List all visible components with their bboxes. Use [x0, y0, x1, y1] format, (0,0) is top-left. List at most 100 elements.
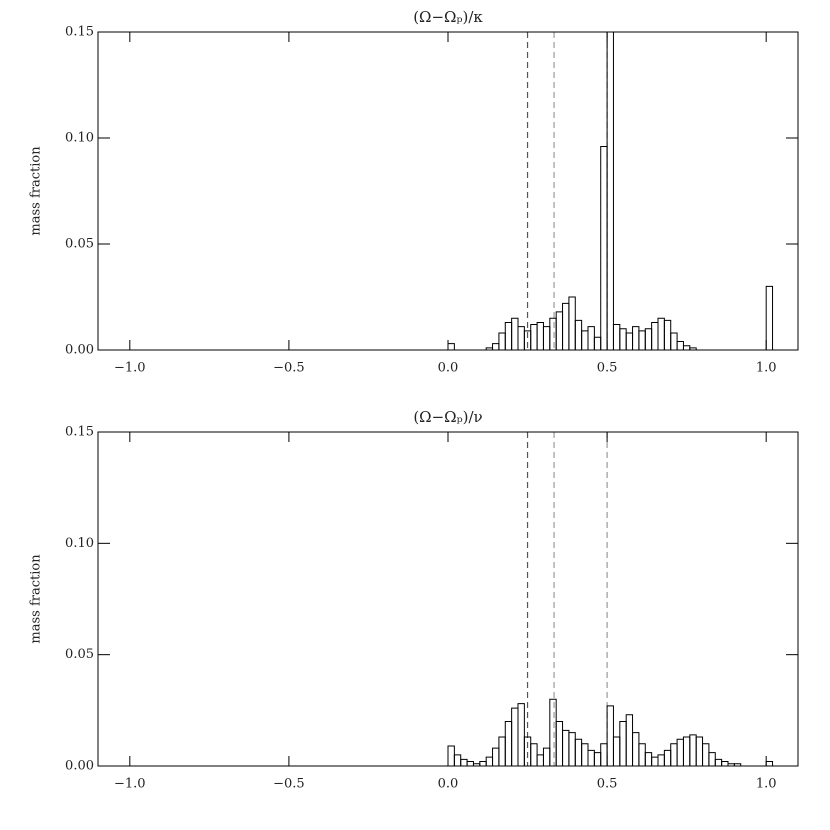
y-tick-label: 0.00: [65, 759, 94, 774]
histogram-bin: [644, 752, 653, 766]
histogram-bin: [632, 326, 640, 350]
histogram-bin: [587, 326, 595, 350]
histogram-bin: [498, 332, 506, 350]
histogram-bin: [612, 324, 621, 350]
histogram-bin: [530, 324, 538, 350]
histogram-bin: [492, 747, 500, 766]
histogram-bin: [670, 743, 678, 766]
histogram-bin: [568, 732, 576, 766]
histogram-bin: [682, 736, 691, 766]
y-tick-label: 0.05: [65, 647, 94, 662]
histogram-bin: [504, 321, 513, 350]
histogram-bin: [447, 343, 455, 350]
histogram-bin: [619, 328, 627, 350]
histogram-bin: [689, 734, 697, 766]
histogram-bin: [721, 761, 729, 766]
histogram-bin: [670, 332, 678, 350]
chart-title: (Ω−Ωₚ)/ν: [413, 408, 482, 426]
x-tick-label: 1.0: [756, 361, 777, 376]
histogram-bin: [517, 703, 525, 766]
histogram-bin: [555, 311, 564, 350]
plot-area: [447, 432, 774, 766]
histogram-bin: [714, 758, 723, 766]
histogram-bin: [612, 736, 621, 766]
histogram-bin: [453, 754, 462, 766]
histogram-bin: [581, 743, 589, 766]
histogram-bin: [625, 714, 634, 766]
histogram-bin: [708, 752, 716, 766]
histogram-bin: [542, 747, 551, 766]
histogram-bin: [562, 302, 570, 350]
histogram-bin: [657, 754, 665, 766]
x-tick-label: 0.0: [438, 361, 459, 376]
histogram-bin: [466, 761, 474, 766]
histogram-bin: [492, 343, 500, 350]
histogram-bin: [523, 736, 532, 766]
histogram-bin: [689, 347, 697, 350]
x-tick-label: 1.0: [756, 777, 777, 792]
y-tick-label: 0.15: [65, 425, 94, 440]
chart-title: (Ω−Ωₚ)/κ: [413, 8, 483, 26]
plot-frame: [97, 31, 799, 351]
y-tick-label: 0.10: [65, 131, 94, 146]
histogram-bin: [542, 326, 551, 350]
histogram-bin: [593, 336, 602, 350]
histogram-bin: [530, 743, 538, 766]
y-axis-label: mass fraction: [29, 554, 44, 644]
y-tick-label: 0.05: [65, 237, 94, 252]
histogram-bin: [568, 296, 576, 350]
y-tick-label: 0.00: [65, 343, 94, 358]
histogram-bin: [485, 756, 494, 766]
histogram-bin: [651, 756, 659, 766]
x-tick-label: −1.0: [114, 777, 146, 792]
histogram-bin: [702, 743, 710, 766]
histogram-bin: [517, 326, 525, 350]
histogram-bin: [733, 763, 742, 766]
histogram-bin: [581, 330, 589, 350]
histogram-bin: [600, 743, 608, 766]
histogram-bin: [632, 732, 640, 766]
histogram-bin: [574, 319, 583, 350]
histogram-bin: [663, 749, 672, 766]
histogram-bin: [593, 752, 602, 766]
y-tick-label: 0.10: [65, 536, 94, 551]
histogram-bin: [460, 758, 468, 766]
histogram-bin: [536, 321, 544, 350]
y-axis-label: mass fraction: [29, 146, 44, 236]
histogram-bin: [765, 285, 774, 350]
histogram-bin: [447, 745, 455, 766]
x-tick-label: 0.0: [438, 777, 459, 792]
histogram-bin: [511, 317, 519, 350]
histogram-bin: [555, 720, 564, 766]
x-tick-label: 0.5: [597, 361, 618, 376]
plot-area: [447, 32, 774, 350]
histogram-bin: [657, 317, 665, 350]
histogram-bin: [625, 332, 634, 350]
x-tick-label: 0.5: [597, 777, 618, 792]
histogram-bin: [765, 761, 774, 766]
histogram-bin: [606, 32, 614, 350]
histogram-bin: [600, 145, 608, 350]
plot-frame: [97, 431, 799, 767]
histogram-bin: [695, 736, 704, 766]
histogram-bin: [504, 720, 513, 766]
histogram-bin: [562, 729, 570, 766]
histogram-bin: [587, 749, 595, 766]
histogram-bin: [606, 705, 614, 766]
histogram-bin: [682, 345, 691, 350]
histogram-bin: [644, 328, 653, 350]
histogram-bin: [549, 317, 557, 350]
histogram-bin: [479, 761, 487, 766]
histogram-bin: [663, 319, 672, 350]
x-tick-label: −0.5: [273, 777, 305, 792]
histogram-bin: [638, 330, 646, 350]
histogram-bin: [574, 738, 583, 766]
histogram-bin: [619, 720, 627, 766]
x-tick-label: −1.0: [114, 361, 146, 376]
histogram-bin: [511, 707, 519, 766]
histogram-bin: [536, 754, 544, 766]
histogram-bin: [638, 743, 646, 766]
y-tick-label: 0.15: [65, 25, 94, 40]
histogram-bin: [498, 736, 506, 766]
